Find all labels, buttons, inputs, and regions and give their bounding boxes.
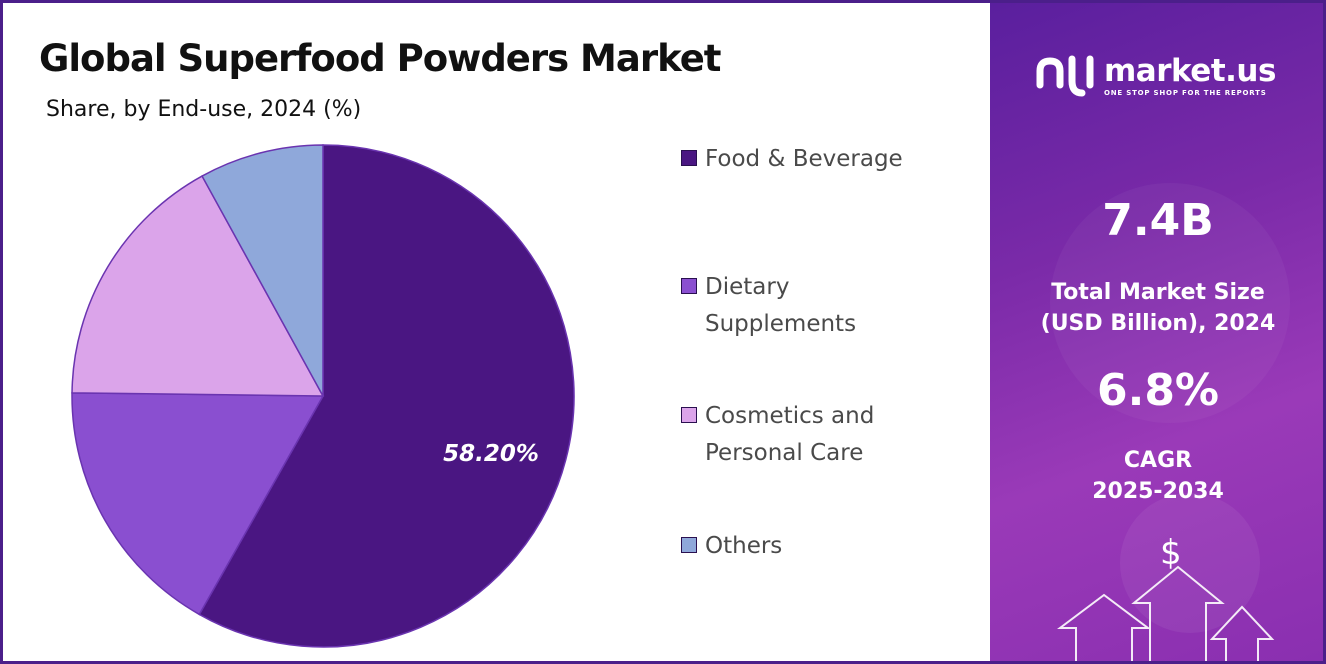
cagr-label-line2: 2025-2034 (1092, 479, 1224, 504)
pie-slice-others (201, 144, 324, 397)
chart-subtitle: Share, by End-use, 2024 (%) (46, 97, 362, 122)
legend-label-line: Others (705, 533, 783, 559)
legend-label-line: Food & Beverage (705, 146, 903, 172)
cagr-label-line1: CAGR (1123, 448, 1193, 473)
pie-slice-cosmetics-and-personal-care (71, 175, 325, 397)
legend-label: Cosmetics and Personal Care (705, 398, 935, 472)
pie-chart: 58.20% (71, 144, 575, 648)
legend-label: Food & Beverage (705, 141, 935, 178)
legend-swatch (681, 150, 697, 166)
market-size-value: 7.4B (1102, 195, 1214, 246)
brand: market.us ONE STOP SHOP FOR THE REPORTS (1034, 51, 1276, 101)
legend-item-dietary-supplements: Dietary Supplements (681, 269, 935, 343)
legend-swatch (681, 407, 697, 423)
legend-item-others: Others (681, 528, 935, 565)
pie-data-label-food-beverage: 58.20% (443, 441, 539, 467)
legend-label: Dietary Supplements (705, 269, 935, 343)
legend-swatch (681, 278, 697, 294)
market-size-label-line2: (USD Billion), 2024 (1040, 311, 1276, 336)
growth-arrows-icon (1057, 565, 1275, 661)
pie-slices (71, 144, 575, 648)
legend-label-line: Cosmetics and (705, 403, 875, 429)
background-decoration (1050, 183, 1290, 661)
brand-name: market.us (1104, 53, 1276, 89)
legend-label-line: Dietary (705, 274, 790, 300)
pie-slice-dietary-supplements (71, 392, 325, 616)
dollar-icon: $ (1160, 533, 1182, 573)
legend-item-cosmetics-and-personal-care: Cosmetics and Personal Care (681, 398, 935, 472)
legend-label-line: Supplements (705, 311, 857, 337)
legend-label-line: Personal Care (705, 440, 864, 466)
legend-label: Others (705, 528, 935, 565)
chart-panel: Global Superfood Powders Market Share, b… (0, 0, 990, 664)
market-size-label-line1: Total Market Size (1051, 280, 1265, 305)
brand-tagline: ONE STOP SHOP FOR THE REPORTS (1104, 89, 1267, 97)
legend-item-food-beverage: Food & Beverage (681, 141, 935, 178)
pie-slice-food-beverage (198, 144, 575, 648)
legend-swatch (681, 537, 697, 553)
chart-title: Global Superfood Powders Market (39, 37, 721, 80)
cagr-value: 6.8% (1096, 365, 1220, 416)
summary-sidebar: market.us ONE STOP SHOP FOR THE REPORTS … (990, 0, 1326, 664)
market-us-logo-icon (1036, 55, 1094, 97)
